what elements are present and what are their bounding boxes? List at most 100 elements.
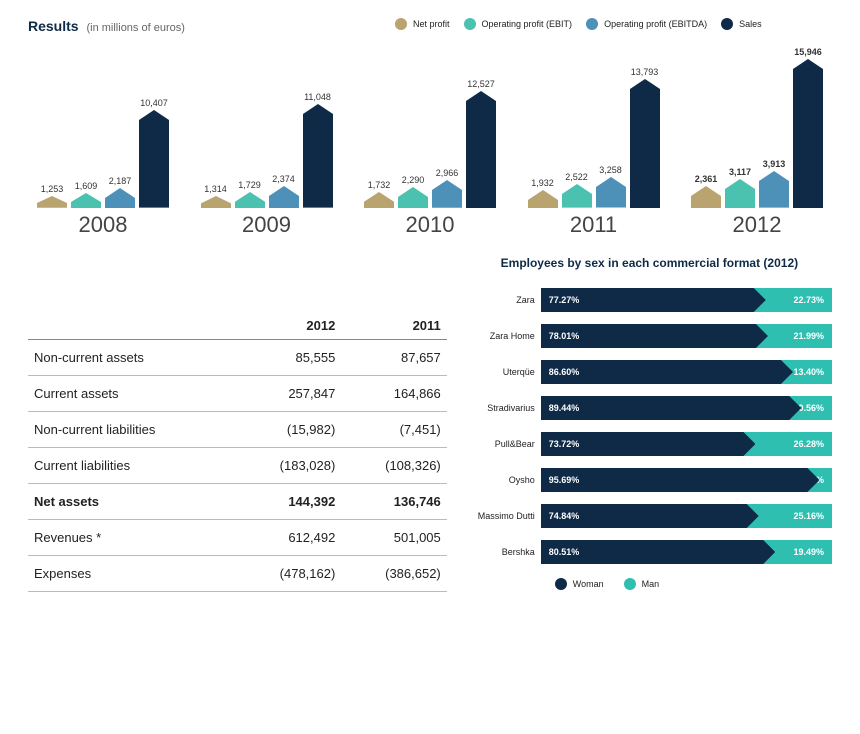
bar: 13,793 xyxy=(630,67,660,208)
legend-label: Operating profit (EBITDA) xyxy=(604,19,707,29)
legend-label: Man xyxy=(642,579,660,589)
bar-shape xyxy=(691,186,721,208)
results-bar-chart: 1,2531,6092,18710,40720081,3141,7292,374… xyxy=(0,46,860,238)
employee-brand-label: Stradivarius xyxy=(467,403,541,413)
table-cell: 85,555 xyxy=(236,340,341,376)
employees-bars: Zara22.73%77.27%Zara Home21.99%78.01%Ute… xyxy=(467,288,832,564)
year-label: 2010 xyxy=(406,212,455,238)
table-cell: 501,005 xyxy=(341,520,446,556)
table-row: Current assets257,847164,866 xyxy=(28,376,447,412)
bar: 2,966 xyxy=(432,168,462,208)
bar: 10,407 xyxy=(139,98,169,208)
employee-bar: 19.49%80.51% xyxy=(541,540,832,564)
employees-legend: Woman Man xyxy=(467,578,832,590)
table-cell: Non-current liabilities xyxy=(28,412,236,448)
table-row: Non-current liabilities(15,982)(7,451) xyxy=(28,412,447,448)
employee-woman-segment: 77.27% xyxy=(541,288,766,312)
year-group: 1,9322,522 3,258 13,793 2011 xyxy=(519,58,669,238)
table-cell: Revenues * xyxy=(28,520,236,556)
bar: 3,117 xyxy=(725,167,755,208)
bar: 12,527 xyxy=(466,79,496,208)
table-cell: (15,982) xyxy=(236,412,341,448)
bar: 3,913 xyxy=(759,159,789,208)
title-subtitle: (in millions of euros) xyxy=(86,22,184,34)
employee-brand-label: Bershka xyxy=(467,547,541,557)
bar-shape xyxy=(630,79,660,208)
bar-value-label: 15,946 xyxy=(794,47,822,57)
employee-bar: 26.28%73.72% xyxy=(541,432,832,456)
bar-value-label: 13,793 xyxy=(631,67,659,77)
bar-value-label: 11,048 xyxy=(304,92,331,102)
table-row: Current liabilities(183,028)(108,326) xyxy=(28,448,447,484)
title-text: Results xyxy=(28,18,79,34)
employee-bar: 10.56%89.44% xyxy=(541,396,832,420)
bar: 1,609 xyxy=(71,181,101,208)
employee-woman-segment: 86.60% xyxy=(541,360,793,384)
employee-bar: 21.99%78.01% xyxy=(541,324,832,348)
employee-woman-segment: 80.51% xyxy=(541,540,775,564)
year-label: 2011 xyxy=(570,212,617,238)
legend-item: Net profit xyxy=(395,18,450,30)
table-cell: 87,657 xyxy=(341,340,446,376)
bar-shape xyxy=(528,190,558,208)
bar-shape xyxy=(596,177,626,208)
table-cell: 257,847 xyxy=(236,376,341,412)
employee-row: Bershka19.49%80.51% xyxy=(467,540,832,564)
year-label: 2009 xyxy=(242,212,291,238)
table-header: 2012 xyxy=(236,312,341,340)
bar: 2,522 xyxy=(562,172,592,208)
table-row: Expenses(478,162)(386,652) xyxy=(28,556,447,592)
bar-shape xyxy=(725,179,755,208)
year-group: 2,3613,1173,91315,9462012 xyxy=(682,58,832,238)
employee-brand-label: Uterqüe xyxy=(467,367,541,377)
employee-row: Oysho4.31%95.69% xyxy=(467,468,832,492)
employee-bar: 13.40%86.60% xyxy=(541,360,832,384)
legend-swatch xyxy=(395,18,407,30)
legend-item: Man xyxy=(624,578,660,590)
table-cell: (108,326) xyxy=(341,448,446,484)
legend-swatch xyxy=(586,18,598,30)
table-cell: Current liabilities xyxy=(28,448,236,484)
bar-value-label: 2,374 xyxy=(272,174,295,184)
table-cell: 136,746 xyxy=(341,484,446,520)
bar: 3,258 xyxy=(596,165,626,208)
year-group: 1,7322,2902,96612,5272010 xyxy=(355,58,505,238)
year-group: 1,3141,7292,37411,0482009 xyxy=(192,58,342,238)
employee-bar: 22.73%77.27% xyxy=(541,288,832,312)
bars-area: 1,7322,2902,96612,527 xyxy=(355,58,505,208)
bar-shape xyxy=(105,188,135,209)
bar-value-label: 1,253 xyxy=(41,184,64,194)
table-row: Non-current assets85,55587,657 xyxy=(28,340,447,376)
employee-woman-segment: 78.01% xyxy=(541,324,768,348)
legend-item: Sales xyxy=(721,18,762,30)
employee-woman-segment: 95.69% xyxy=(541,468,820,492)
employee-brand-label: Oysho xyxy=(467,475,541,485)
bar-shape xyxy=(201,196,231,208)
employee-brand-label: Massimo Dutti xyxy=(467,511,541,521)
bar: 2,361 xyxy=(691,174,721,208)
bar: 1,932 xyxy=(528,178,558,208)
bar: 1,253 xyxy=(37,184,67,208)
bar-shape xyxy=(303,104,333,208)
bar: 1,314 xyxy=(201,184,231,208)
bar-value-label: 3,258 xyxy=(599,165,622,175)
employee-row: Stradivarius10.56%89.44% xyxy=(467,396,832,420)
bar-value-label: 10,407 xyxy=(140,98,168,108)
employee-row: Uterqüe13.40%86.60% xyxy=(467,360,832,384)
bar-value-label: 1,314 xyxy=(204,184,227,194)
table-header xyxy=(28,312,236,340)
table-cell: 164,866 xyxy=(341,376,446,412)
bar-value-label: 2,966 xyxy=(436,168,459,178)
legend-label: Woman xyxy=(573,579,604,589)
year-label: 2008 xyxy=(79,212,128,238)
bar: 2,187 xyxy=(105,176,135,209)
chart-legend: Net profitOperating profit (EBIT)Operati… xyxy=(395,18,762,30)
year-label: 2012 xyxy=(733,212,782,238)
bar-shape xyxy=(759,171,789,208)
bar: 2,374 xyxy=(269,174,299,208)
table-cell: 144,392 xyxy=(236,484,341,520)
employees-col: Employees by sex in each commercial form… xyxy=(467,256,832,592)
legend-swatch xyxy=(464,18,476,30)
bar-value-label: 3,117 xyxy=(729,167,751,177)
legend-label: Net profit xyxy=(413,19,450,29)
